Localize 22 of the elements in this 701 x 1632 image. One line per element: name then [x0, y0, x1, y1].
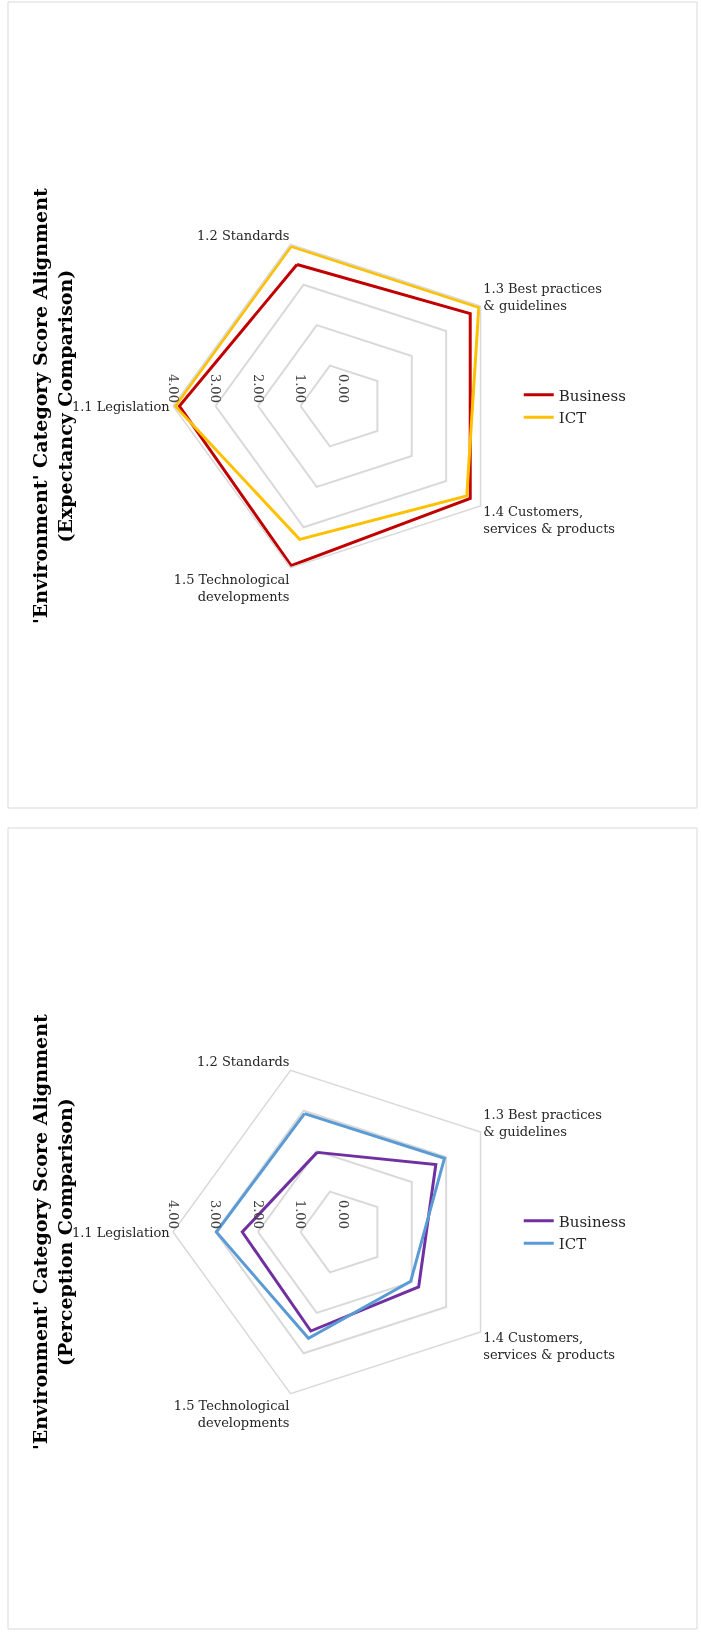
spoke-label: 1.4 Customers, services & products [483, 503, 616, 536]
legend-label: ICT [558, 1235, 587, 1254]
spoke-label: 1.5 Technological developments [173, 1398, 290, 1431]
legend-label: Business [558, 1212, 626, 1231]
y-tick-label: 3.00 [208, 373, 224, 403]
y-tick-label: 0.00 [335, 1199, 351, 1229]
spoke-label: 1.3 Best practices & guidelines [483, 1106, 602, 1139]
y-tick-label: 2.00 [250, 373, 266, 403]
spoke-label: 1.2 Standards [197, 228, 290, 244]
spoke-label: 1.2 Standards [197, 1054, 290, 1070]
y-tick-label: 3.00 [208, 1199, 224, 1229]
y-tick-label: 4.00 [165, 1199, 181, 1229]
y-tick-label: 4.00 [165, 373, 181, 403]
y-tick-label: 0.00 [335, 373, 351, 403]
spoke-label: 1.3 Best practices & guidelines [483, 280, 602, 313]
spoke-label: 1.5 Technological developments [173, 572, 290, 605]
y-tick-label: 1.00 [293, 1199, 309, 1229]
legend-label: Business [558, 386, 626, 405]
y-tick-label: 1.00 [293, 373, 309, 403]
y-tick-label: 2.00 [250, 1199, 266, 1229]
legend-label: ICT [558, 409, 587, 428]
spoke-label: 1.4 Customers, services & products [483, 1329, 616, 1362]
